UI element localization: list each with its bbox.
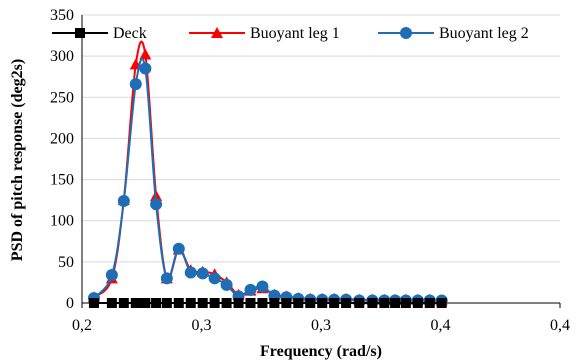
y-tick-label: 200 xyxy=(50,130,74,147)
data-point xyxy=(245,298,256,308)
y-axis-title: PSD of pitch response (deg2s) xyxy=(9,59,26,261)
data-point xyxy=(150,198,163,211)
legend-entry: Buoyant leg 2 xyxy=(378,25,529,42)
data-point xyxy=(117,194,130,207)
data-point xyxy=(256,280,269,293)
data-point xyxy=(317,298,328,308)
data-point xyxy=(196,267,209,280)
x-tick-label: 0,2 xyxy=(72,317,92,334)
y-tick-label: 250 xyxy=(50,89,74,106)
data-point xyxy=(209,298,220,308)
data-point xyxy=(367,298,378,308)
legend-marker xyxy=(211,27,223,38)
data-point xyxy=(329,298,340,308)
legend-marker xyxy=(400,27,412,39)
x-axis-title: Frequency (rad/s) xyxy=(260,343,382,360)
data-point xyxy=(281,298,292,308)
data-point xyxy=(161,298,172,308)
data-point xyxy=(220,278,233,291)
data-point xyxy=(305,298,316,308)
y-tick-label: 150 xyxy=(50,172,74,189)
data-point xyxy=(139,62,152,75)
data-point xyxy=(341,298,352,308)
y-tick-label: 50 xyxy=(58,254,74,271)
legend-marker xyxy=(75,28,85,38)
data-point xyxy=(172,242,185,255)
data-point xyxy=(88,298,99,308)
data-point xyxy=(197,298,208,308)
legend-label: Buoyant leg 2 xyxy=(439,25,529,42)
data-point xyxy=(139,48,152,60)
data-point xyxy=(130,298,141,308)
data-point xyxy=(185,298,196,308)
x-tick-label: 0,3 xyxy=(192,317,212,334)
data-point xyxy=(354,298,365,308)
legend-entry: Buoyant leg 1 xyxy=(189,25,340,42)
data-point xyxy=(160,272,173,285)
data-point xyxy=(208,272,221,285)
data-point xyxy=(118,298,129,308)
data-point xyxy=(257,298,268,308)
legend-entry: Deck xyxy=(52,25,147,42)
x-tick-label: 0,4 xyxy=(431,317,451,334)
gridlines xyxy=(82,14,560,304)
data-point xyxy=(233,298,244,308)
data-point xyxy=(129,78,142,91)
data-point xyxy=(184,266,197,279)
data-point xyxy=(400,298,411,308)
data-point xyxy=(173,298,184,308)
data-point xyxy=(379,298,390,308)
data-point xyxy=(424,298,435,308)
x-tick-label: 0,3 xyxy=(311,317,331,334)
tick-labels: 0 50 100 150 200 250 300 350 0,2 0,3 0,3 0,4 0,4 xyxy=(50,7,570,334)
data-point xyxy=(436,298,447,308)
y-tick-label: 350 xyxy=(50,7,74,24)
series-deck xyxy=(88,298,447,308)
series-layer xyxy=(87,40,448,308)
data-point xyxy=(151,298,162,308)
data-point xyxy=(390,298,401,308)
data-point xyxy=(244,283,257,296)
x-tick-label: 0,4 xyxy=(550,317,570,334)
data-point xyxy=(140,298,151,308)
data-point xyxy=(269,298,280,308)
series-buoyant-leg-2 xyxy=(87,57,448,307)
data-point xyxy=(221,298,232,308)
data-point xyxy=(105,269,118,282)
legend-label: Buoyant leg 1 xyxy=(250,25,340,42)
legend-label: Deck xyxy=(113,25,147,42)
y-tick-label: 100 xyxy=(50,213,74,230)
data-point xyxy=(412,298,423,308)
data-point xyxy=(106,298,117,308)
y-tick-label: 0 xyxy=(66,295,74,312)
series-buoyant-leg-1 xyxy=(87,40,448,306)
data-point xyxy=(293,298,304,308)
legend: Deck Buoyant leg 1 Buoyant leg 2 xyxy=(52,25,529,42)
y-tick-label: 300 xyxy=(50,48,74,65)
